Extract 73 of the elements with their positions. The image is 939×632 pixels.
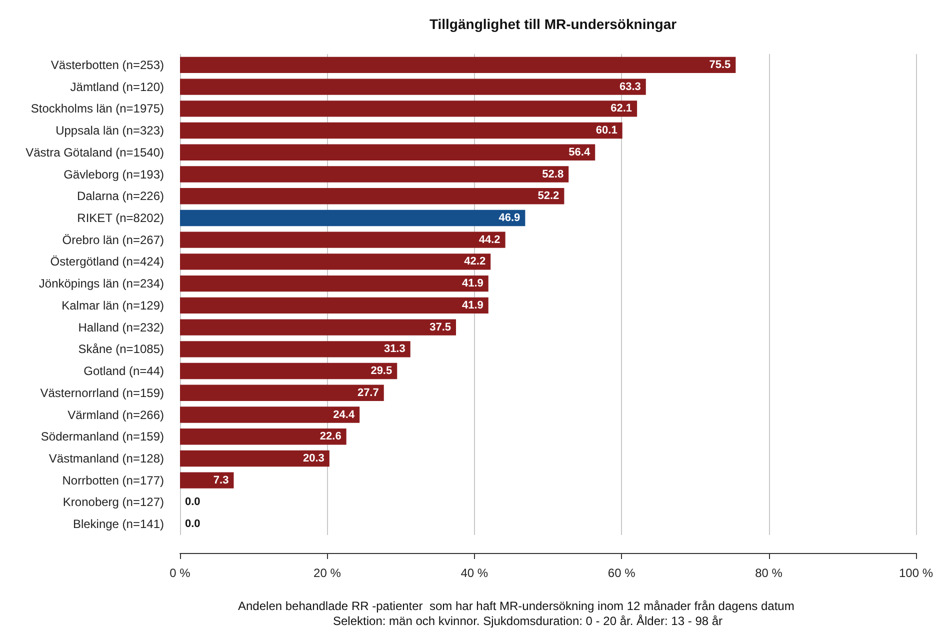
y-tick-label: Stockholms län (n=1975) <box>30 102 164 116</box>
bar <box>180 78 646 95</box>
data-label: 22.6 <box>320 430 342 443</box>
data-label: 52.8 <box>542 168 564 180</box>
data-label: 60.1 <box>596 124 618 137</box>
bar <box>180 341 410 358</box>
y-tick-label: Västmanland (n=128) <box>48 451 164 466</box>
bar <box>180 428 346 445</box>
y-tick-label: Kalmar län (n=129) <box>62 298 164 312</box>
chart-title: Tillgänglighet till MR-undersökningar <box>429 16 678 32</box>
bar <box>180 450 330 467</box>
bar <box>180 122 622 139</box>
y-tick-label: Kronoberg (n=127) <box>62 495 164 510</box>
y-tick-label: RIKET (n=8202) <box>77 210 164 225</box>
x-tick-label: 60 % <box>608 566 636 580</box>
bar <box>180 319 456 336</box>
data-label: 0.0 <box>185 496 200 508</box>
data-label: 52.2 <box>538 190 560 202</box>
y-tick-label: Östergötland (n=424) <box>50 254 164 269</box>
data-label: 63.3 <box>619 80 641 93</box>
bar <box>180 384 384 401</box>
data-label: 75.5 <box>709 58 731 71</box>
y-tick-label: Jönköpings län (n=234) <box>38 276 164 291</box>
y-tick-label: Dalarna (n=226) <box>76 189 164 204</box>
x-tick-label: 80 % <box>755 566 783 580</box>
bar <box>180 472 234 488</box>
bar <box>180 100 638 117</box>
bar <box>180 275 488 292</box>
bar <box>180 144 596 160</box>
y-tick-label: Halland (n=232) <box>78 320 164 334</box>
bar <box>180 406 360 423</box>
bar <box>180 232 506 248</box>
y-tick-label: Uppsala län (n=323) <box>56 124 164 138</box>
data-label: 0.0 <box>185 518 200 530</box>
data-label: 37.5 <box>430 321 451 334</box>
x-tick-label: 100 % <box>898 566 934 580</box>
y-tick-label: Västra Götaland (n=1540) <box>26 145 164 160</box>
bar <box>180 188 564 204</box>
data-label: 41.9 <box>462 299 484 312</box>
bar <box>180 254 491 270</box>
data-label: 20.3 <box>302 452 324 464</box>
x-tick-label: 20 % <box>314 566 342 580</box>
y-tick-label: Värmland (n=266) <box>68 408 164 422</box>
x-axis-title: Andelen behandlade RR -patienter som har haft MR-undersökning inom 12 månader från dagens datum <box>238 599 794 613</box>
y-tick-label: Södermanland (n=159) <box>40 430 164 444</box>
data-label: 44.2 <box>478 234 500 246</box>
y-tick-label: Blekinge (n=141) <box>72 517 164 532</box>
data-label: 56.4 <box>568 146 591 158</box>
y-tick-label: Örebro län (n=267) <box>62 232 164 247</box>
y-tick-label: Västerbotten (n=253) <box>50 58 164 72</box>
y-tick-label: Skåne (n=1085) <box>78 342 164 356</box>
data-label: 24.4 <box>333 408 356 421</box>
text: Selektion: män och kvinnor. Sjukdomsduration: 0 - 20 år. Ålder: 13 - 98 år <box>333 614 723 628</box>
y-tick-label: Gävleborg (n=193) <box>64 167 164 182</box>
bar <box>180 362 398 380</box>
x-tick-label: 40 % <box>460 566 488 580</box>
data-label: 7.3 <box>213 474 229 486</box>
data-label: 62.1 <box>610 102 632 115</box>
y-tick-label: Gotland (n=44) <box>84 364 164 378</box>
y-tick-label: Västernorrland (n=159) <box>40 386 164 400</box>
bar <box>180 56 736 74</box>
data-label: 29.5 <box>370 365 392 378</box>
x-tick-label: 0 % <box>170 566 191 580</box>
data-label: 41.9 <box>462 278 484 290</box>
y-tick-label: Jämtland (n=120) <box>70 80 164 94</box>
data-label: 31.3 <box>384 343 406 356</box>
data-label: 27.7 <box>357 386 379 399</box>
data-label: 42.2 <box>464 256 486 268</box>
data-label: 46.9 <box>498 212 520 224</box>
bar <box>180 210 526 226</box>
bar <box>180 297 488 314</box>
y-tick-label: Norrbotten (n=177) <box>62 473 164 488</box>
bar <box>180 166 569 182</box>
